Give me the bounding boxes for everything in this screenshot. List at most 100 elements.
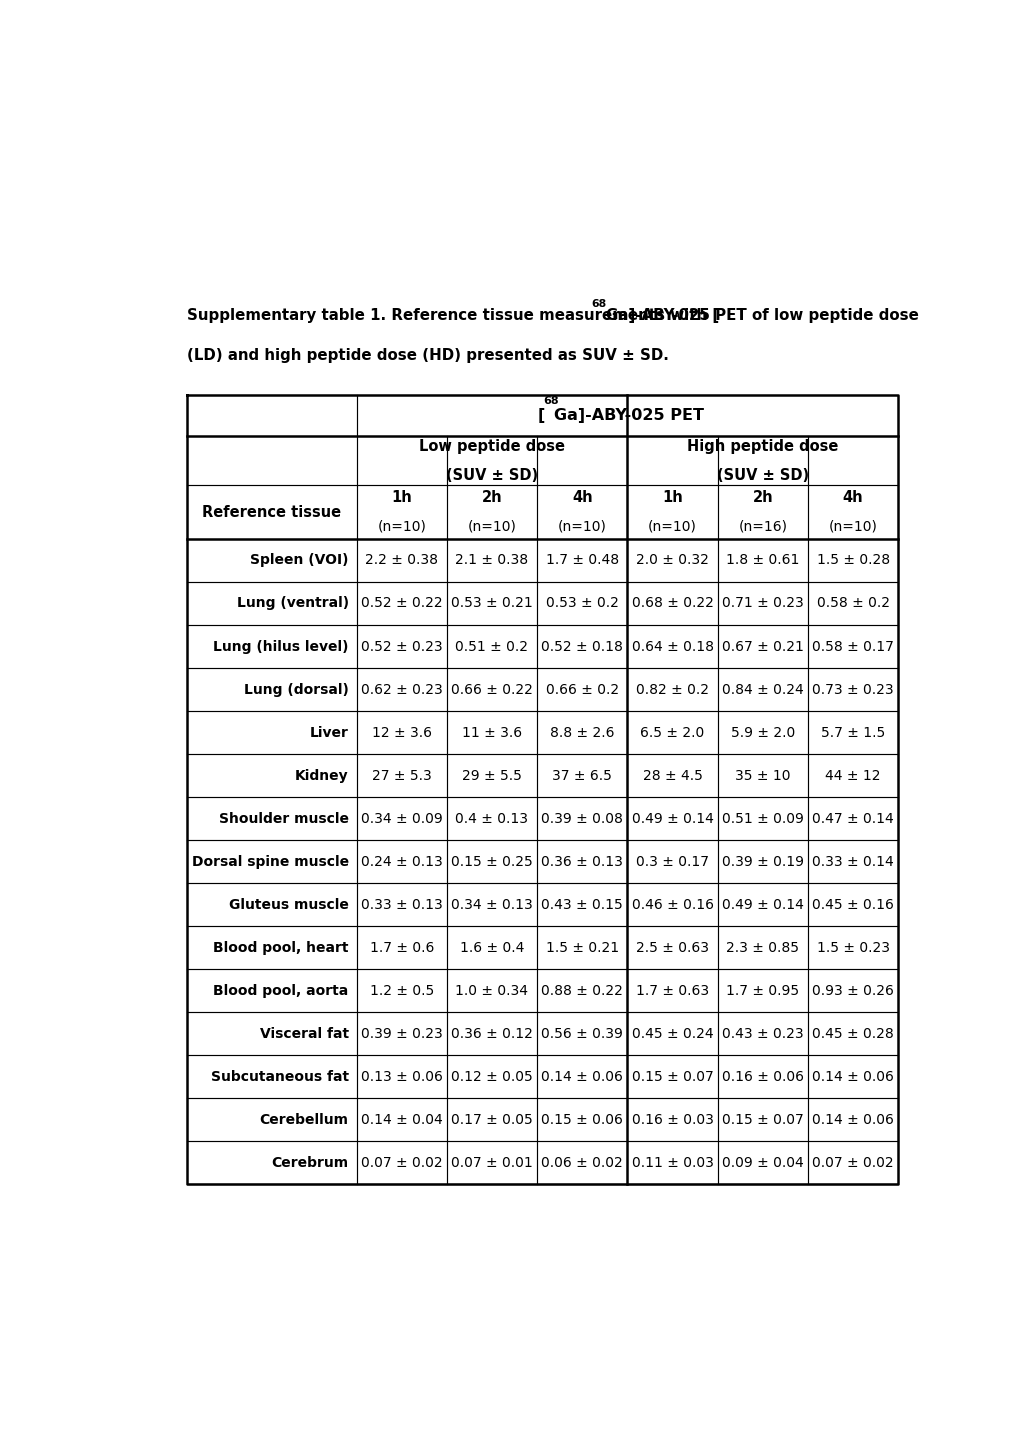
Text: 0.09 ± 0.04: 0.09 ± 0.04	[721, 1156, 803, 1170]
Text: 0.14 ± 0.06: 0.14 ± 0.06	[811, 1069, 894, 1084]
Text: 6.5 ± 2.0: 6.5 ± 2.0	[640, 726, 704, 740]
Text: 0.39 ± 0.23: 0.39 ± 0.23	[361, 1027, 442, 1040]
Text: 0.66 ± 0.22: 0.66 ± 0.22	[450, 683, 532, 697]
Text: 1.7 ± 0.48: 1.7 ± 0.48	[545, 554, 619, 567]
Text: 0.34 ± 0.09: 0.34 ± 0.09	[361, 811, 442, 825]
Text: 0.53 ± 0.2: 0.53 ± 0.2	[545, 596, 619, 610]
Text: 12 ± 3.6: 12 ± 3.6	[371, 726, 431, 740]
Text: 0.52 ± 0.23: 0.52 ± 0.23	[361, 639, 442, 654]
Text: 0.82 ± 0.2: 0.82 ± 0.2	[636, 683, 708, 697]
Text: 0.71 ± 0.23: 0.71 ± 0.23	[721, 596, 803, 610]
Text: (n=16): (n=16)	[738, 519, 787, 534]
Text: 2.1 ± 0.38: 2.1 ± 0.38	[454, 554, 528, 567]
Text: 0.33 ± 0.14: 0.33 ± 0.14	[811, 854, 893, 869]
Text: 0.16 ± 0.06: 0.16 ± 0.06	[721, 1069, 803, 1084]
Text: 0.53 ± 0.21: 0.53 ± 0.21	[450, 596, 532, 610]
Text: 1.5 ± 0.21: 1.5 ± 0.21	[545, 941, 619, 955]
Text: 0.07 ± 0.02: 0.07 ± 0.02	[361, 1156, 442, 1170]
Text: 0.62 ± 0.23: 0.62 ± 0.23	[361, 683, 442, 697]
Text: 2.5 ± 0.63: 2.5 ± 0.63	[636, 941, 708, 955]
Text: 0.17 ± 0.05: 0.17 ± 0.05	[450, 1113, 532, 1127]
Text: Shoulder muscle: Shoulder muscle	[218, 811, 348, 825]
Text: 0.07 ± 0.02: 0.07 ± 0.02	[811, 1156, 893, 1170]
Text: 0.14 ± 0.06: 0.14 ± 0.06	[811, 1113, 894, 1127]
Text: 4h: 4h	[842, 491, 862, 505]
Text: 0.43 ± 0.23: 0.43 ± 0.23	[721, 1027, 803, 1040]
Text: 0.67 ± 0.21: 0.67 ± 0.21	[721, 639, 803, 654]
Text: 0.39 ± 0.08: 0.39 ± 0.08	[541, 811, 623, 825]
Text: 44 ± 12: 44 ± 12	[824, 769, 880, 782]
Text: 0.4 ± 0.13: 0.4 ± 0.13	[455, 811, 528, 825]
Text: (n=10): (n=10)	[467, 519, 516, 534]
Text: (n=10): (n=10)	[827, 519, 876, 534]
Text: High peptide dose: High peptide dose	[687, 439, 838, 455]
Text: 0.49 ± 0.14: 0.49 ± 0.14	[721, 898, 803, 912]
Text: 2h: 2h	[752, 491, 772, 505]
Text: 68: 68	[543, 397, 558, 407]
Text: 0.24 ± 0.13: 0.24 ± 0.13	[361, 854, 442, 869]
Text: 0.36 ± 0.12: 0.36 ± 0.12	[450, 1027, 532, 1040]
Text: 11 ± 3.6: 11 ± 3.6	[462, 726, 522, 740]
Text: 0.45 ± 0.24: 0.45 ± 0.24	[631, 1027, 712, 1040]
Text: 0.07 ± 0.01: 0.07 ± 0.01	[450, 1156, 532, 1170]
Text: 5.7 ± 1.5: 5.7 ± 1.5	[820, 726, 884, 740]
Text: 1.5 ± 0.23: 1.5 ± 0.23	[816, 941, 889, 955]
Text: (SUV ± SD): (SUV ± SD)	[445, 468, 537, 483]
Text: 2.3 ± 0.85: 2.3 ± 0.85	[726, 941, 799, 955]
Text: 2.2 ± 0.38: 2.2 ± 0.38	[365, 554, 438, 567]
Text: 0.68 ± 0.22: 0.68 ± 0.22	[631, 596, 712, 610]
Text: Visceral fat: Visceral fat	[259, 1027, 348, 1040]
Text: 0.12 ± 0.05: 0.12 ± 0.05	[450, 1069, 532, 1084]
Text: 1.2 ± 0.5: 1.2 ± 0.5	[369, 984, 433, 997]
Text: 2.0 ± 0.32: 2.0 ± 0.32	[636, 554, 708, 567]
Text: 1.7 ± 0.95: 1.7 ± 0.95	[726, 984, 799, 997]
Text: 4h: 4h	[572, 491, 592, 505]
Text: 0.39 ± 0.19: 0.39 ± 0.19	[721, 854, 803, 869]
Text: 1.5 ± 0.28: 1.5 ± 0.28	[816, 554, 889, 567]
Text: 29 ± 5.5: 29 ± 5.5	[462, 769, 522, 782]
Text: Cerebrum: Cerebrum	[271, 1156, 348, 1170]
Text: 0.43 ± 0.15: 0.43 ± 0.15	[541, 898, 623, 912]
Text: 0.34 ± 0.13: 0.34 ± 0.13	[450, 898, 532, 912]
Text: 0.15 ± 0.06: 0.15 ± 0.06	[541, 1113, 623, 1127]
Text: 1.7 ± 0.6: 1.7 ± 0.6	[369, 941, 433, 955]
Text: 68: 68	[591, 299, 606, 309]
Text: 0.56 ± 0.39: 0.56 ± 0.39	[541, 1027, 623, 1040]
Text: 0.47 ± 0.14: 0.47 ± 0.14	[811, 811, 893, 825]
Text: 0.49 ± 0.14: 0.49 ± 0.14	[631, 811, 712, 825]
Text: [: [	[538, 408, 545, 423]
Text: 0.11 ± 0.03: 0.11 ± 0.03	[631, 1156, 712, 1170]
Text: (n=10): (n=10)	[557, 519, 606, 534]
Text: 0.51 ± 0.2: 0.51 ± 0.2	[455, 639, 528, 654]
Text: (n=10): (n=10)	[377, 519, 426, 534]
Text: 0.3 ± 0.17: 0.3 ± 0.17	[636, 854, 708, 869]
Text: (SUV ± SD): (SUV ± SD)	[716, 468, 808, 483]
Text: Lung (dorsal): Lung (dorsal)	[244, 683, 348, 697]
Text: 27 ± 5.3: 27 ± 5.3	[372, 769, 431, 782]
Text: Ga]-ABY-025 PET of low peptide dose: Ga]-ABY-025 PET of low peptide dose	[605, 307, 918, 323]
Text: 37 ± 6.5: 37 ± 6.5	[551, 769, 611, 782]
Text: 0.14 ± 0.06: 0.14 ± 0.06	[541, 1069, 623, 1084]
Text: 0.51 ± 0.09: 0.51 ± 0.09	[721, 811, 803, 825]
Text: 0.15 ± 0.07: 0.15 ± 0.07	[631, 1069, 712, 1084]
Text: (LD) and high peptide dose (HD) presented as SUV ± SD.: (LD) and high peptide dose (HD) presente…	[186, 348, 668, 362]
Text: 35 ± 10: 35 ± 10	[735, 769, 790, 782]
Text: 0.06 ± 0.02: 0.06 ± 0.02	[541, 1156, 623, 1170]
Text: 0.73 ± 0.23: 0.73 ± 0.23	[811, 683, 893, 697]
Text: 8.8 ± 2.6: 8.8 ± 2.6	[549, 726, 613, 740]
Text: 0.15 ± 0.25: 0.15 ± 0.25	[450, 854, 532, 869]
Text: Liver: Liver	[310, 726, 348, 740]
Text: 0.58 ± 0.17: 0.58 ± 0.17	[811, 639, 894, 654]
Text: 0.13 ± 0.06: 0.13 ± 0.06	[361, 1069, 442, 1084]
Text: Supplementary table 1. Reference tissue measurements with [: Supplementary table 1. Reference tissue …	[186, 307, 718, 323]
Text: Blood pool, heart: Blood pool, heart	[213, 941, 348, 955]
Text: Subcutaneous fat: Subcutaneous fat	[210, 1069, 348, 1084]
Text: Ga]-ABY-025 PET: Ga]-ABY-025 PET	[553, 408, 703, 423]
Text: 0.36 ± 0.13: 0.36 ± 0.13	[541, 854, 623, 869]
Text: 1.7 ± 0.63: 1.7 ± 0.63	[636, 984, 708, 997]
Text: 1h: 1h	[661, 491, 683, 505]
Text: 0.16 ± 0.03: 0.16 ± 0.03	[631, 1113, 712, 1127]
Text: 1.6 ± 0.4: 1.6 ± 0.4	[460, 941, 524, 955]
Text: 2h: 2h	[481, 491, 501, 505]
Text: Gluteus muscle: Gluteus muscle	[228, 898, 348, 912]
